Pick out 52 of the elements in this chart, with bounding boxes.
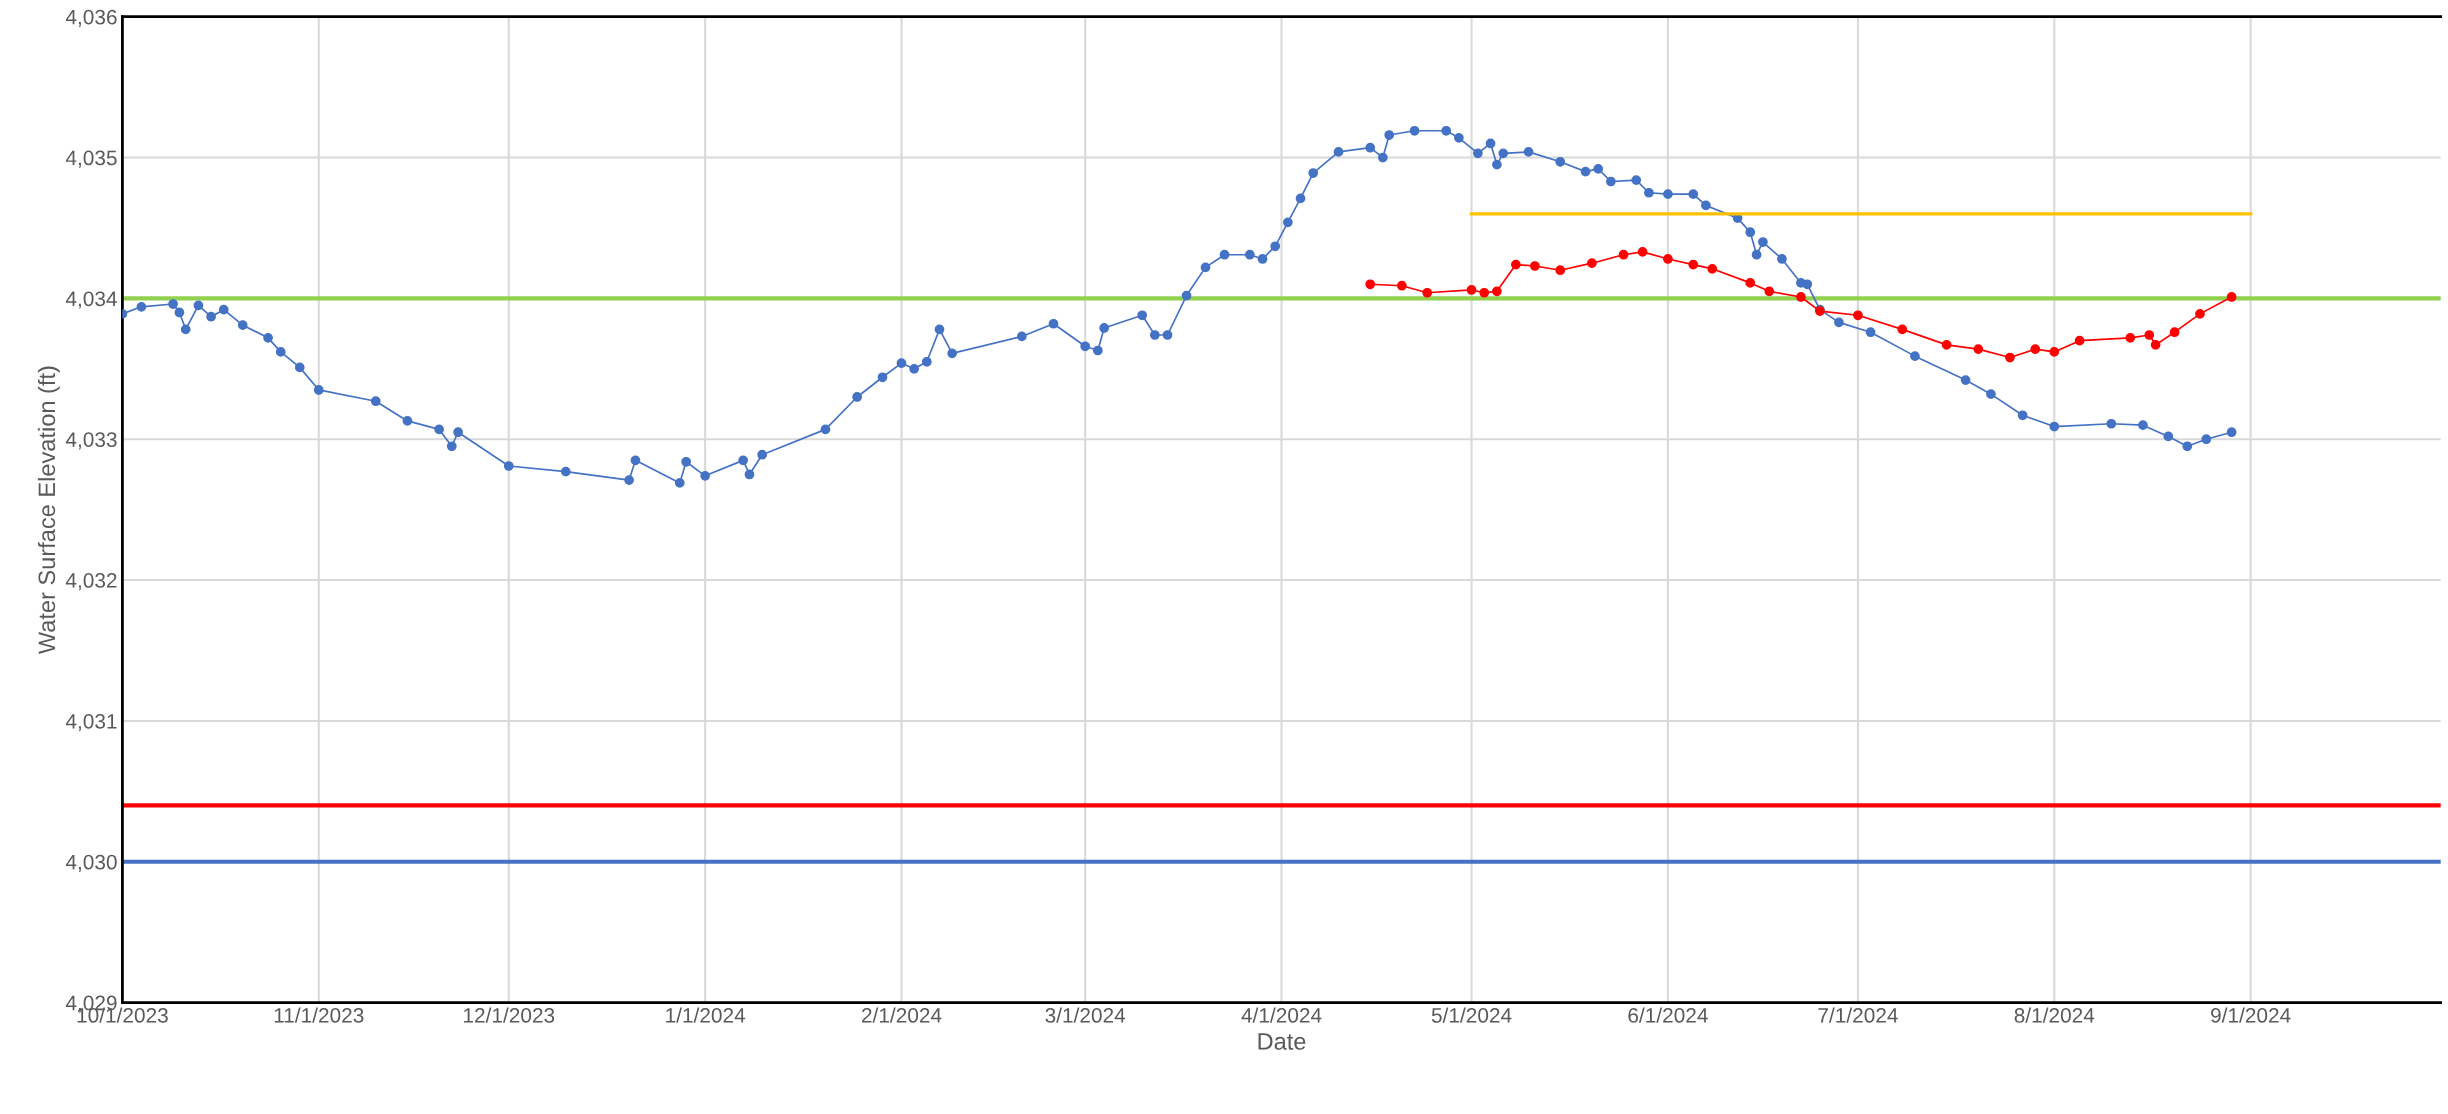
point <box>2195 309 2205 319</box>
x-tick-label: 6/1/2024 <box>1628 1007 1708 1023</box>
x-axis-title: Date <box>1258 1033 1306 1050</box>
point <box>2150 340 2161 350</box>
x-tick-label: 7/1/2024 <box>1818 1007 1898 1023</box>
point <box>1973 344 1984 354</box>
x-tick-label: 12/1/2023 <box>464 1007 555 1023</box>
x-tick-label: 8/1/2024 <box>2014 1007 2095 1023</box>
y-tick-label: 4,035 <box>65 150 117 168</box>
y-tick-label: 4,034 <box>65 291 117 309</box>
point <box>2074 335 2085 346</box>
x-tick-label: 2/1/2024 <box>861 1007 942 1023</box>
point <box>1555 265 1566 276</box>
x-tick-label: 5/1/2024 <box>1431 1007 1512 1023</box>
x-tick-label: 3/1/2024 <box>1045 1007 1126 1023</box>
y-tick-label: 4,033 <box>65 432 117 450</box>
point <box>1707 263 1718 274</box>
point <box>2030 344 2041 354</box>
point <box>1618 249 1629 260</box>
point <box>1397 280 1407 291</box>
point <box>2049 347 2060 357</box>
point <box>2169 327 2180 338</box>
point <box>1587 258 1597 269</box>
y-tick-label: 4,031 <box>65 713 117 732</box>
point <box>1796 292 1806 302</box>
point <box>1466 285 1477 295</box>
point <box>1365 279 1376 290</box>
y-tick-label: 4,036 <box>65 9 117 27</box>
point <box>1422 287 1433 298</box>
y-tick-label: 4,030 <box>65 854 117 872</box>
point <box>1637 247 1648 257</box>
point <box>1663 254 1673 264</box>
point <box>1853 310 1863 321</box>
point <box>2226 292 2237 302</box>
point <box>1745 278 1756 288</box>
y-axis-title: Water Surface Elevation (ft) <box>37 366 60 655</box>
point <box>1941 340 1952 350</box>
x-tick-label: 1/1/2024 <box>666 1007 746 1023</box>
point <box>1492 286 1502 297</box>
point <box>2144 330 2155 340</box>
x-tick-label: 4/1/2024 <box>1241 1007 1322 1023</box>
point <box>1764 286 1775 297</box>
x-tick-label: 11/1/2023 <box>274 1007 364 1023</box>
point <box>1479 287 1490 298</box>
point <box>1688 259 1699 270</box>
point <box>2005 352 2015 363</box>
point <box>1511 259 1521 270</box>
x-tick-label: 9/1/2024 <box>2211 1007 2291 1023</box>
point <box>1897 324 1908 335</box>
point <box>2125 332 2136 343</box>
point <box>1530 261 1540 271</box>
y-tick-label: 4,032 <box>65 573 117 591</box>
